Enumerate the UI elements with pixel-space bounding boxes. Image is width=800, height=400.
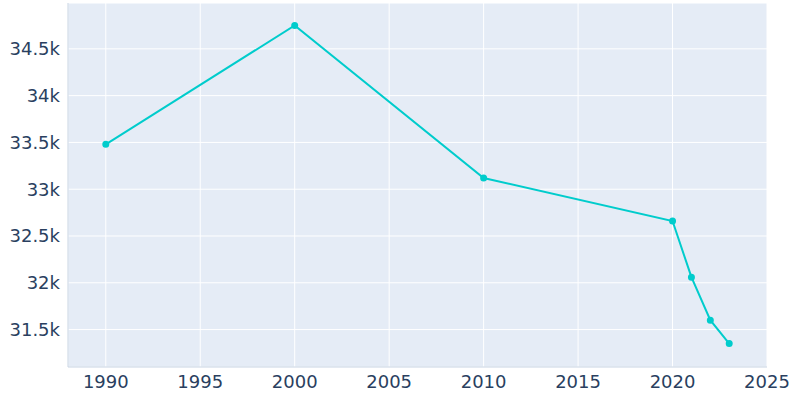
svg-text:32.5k: 32.5k xyxy=(9,225,60,246)
svg-text:33.5k: 33.5k xyxy=(9,132,60,153)
svg-text:31.5k: 31.5k xyxy=(9,319,60,340)
svg-text:34.5k: 34.5k xyxy=(9,38,60,59)
svg-text:34k: 34k xyxy=(27,85,61,106)
svg-text:2025: 2025 xyxy=(744,371,790,392)
svg-text:1990: 1990 xyxy=(83,371,129,392)
svg-text:32k: 32k xyxy=(27,272,61,293)
svg-text:2015: 2015 xyxy=(555,371,601,392)
svg-text:1995: 1995 xyxy=(177,371,223,392)
svg-text:2010: 2010 xyxy=(461,371,507,392)
svg-text:2000: 2000 xyxy=(272,371,318,392)
svg-text:2020: 2020 xyxy=(650,371,696,392)
svg-text:2005: 2005 xyxy=(366,371,412,392)
svg-text:33k: 33k xyxy=(27,179,61,200)
